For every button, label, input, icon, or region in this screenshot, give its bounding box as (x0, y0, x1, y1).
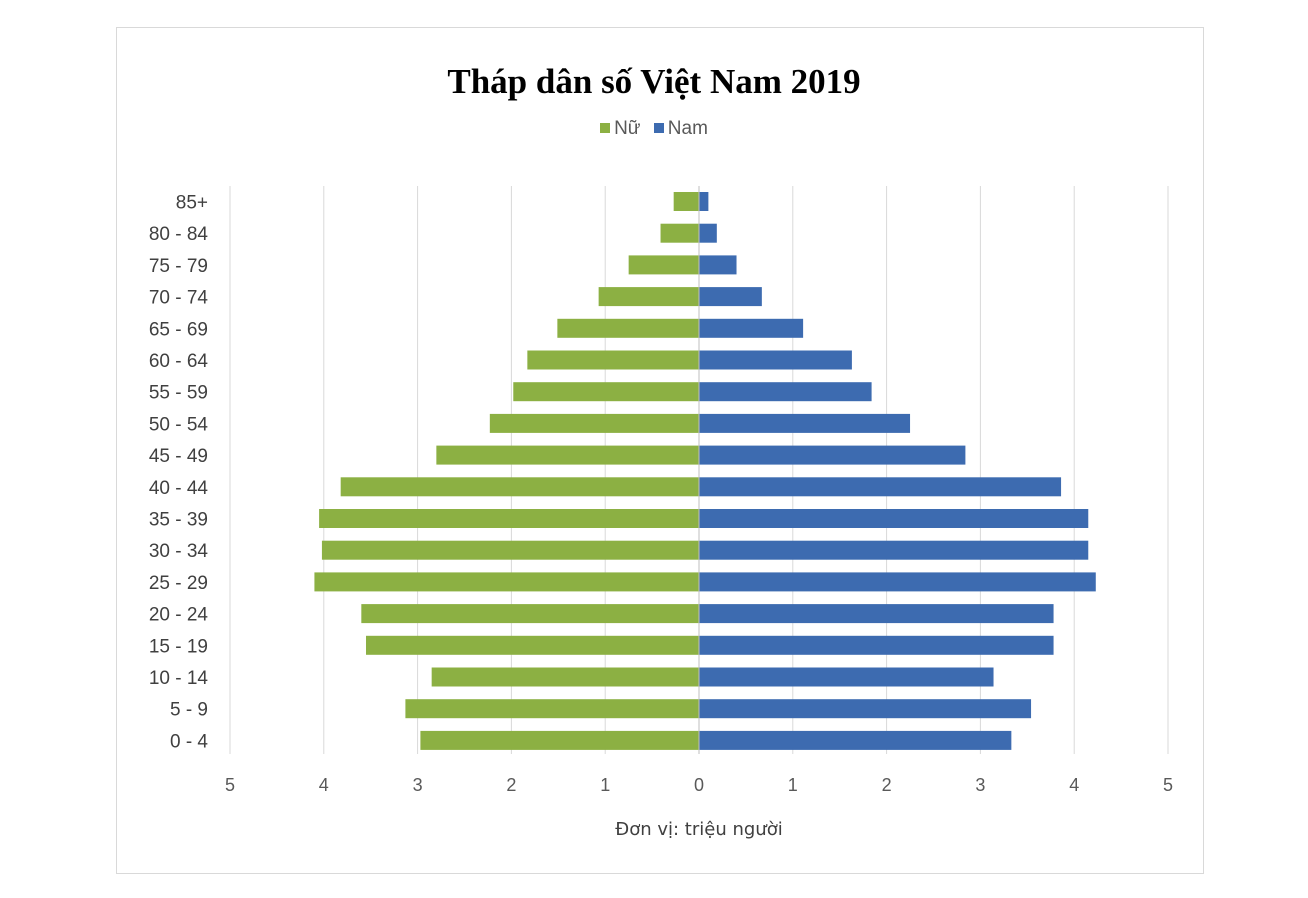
bar-male-7 (699, 509, 1089, 528)
tick-label-7: 2 (882, 775, 892, 795)
category-label-17: 85+ (176, 193, 208, 214)
bar-male-6 (699, 540, 1089, 560)
bar-female-6 (321, 540, 699, 560)
category-label-10: 50 - 54 (149, 414, 209, 435)
chart-legend: Nữ Nam (0, 118, 1308, 140)
category-label-7: 35 - 39 (149, 510, 208, 531)
tick-label-3: 2 (506, 775, 516, 795)
bar-female-9 (436, 445, 699, 465)
bar-male-14 (699, 287, 762, 307)
category-label-11: 55 - 59 (149, 383, 208, 404)
category-label-3: 15 - 19 (149, 636, 208, 657)
tick-label-8: 3 (975, 775, 985, 795)
bar-male-11 (699, 382, 872, 402)
bar-male-5 (699, 572, 1096, 592)
bar-female-15 (628, 255, 699, 275)
bar-female-8 (340, 477, 699, 497)
category-label-1: 5 - 9 (170, 700, 208, 721)
bar-female-17 (673, 192, 699, 211)
bar-female-4 (361, 604, 699, 624)
bar-female-5 (314, 572, 699, 592)
category-label-16: 80 - 84 (149, 224, 209, 245)
bar-male-17 (699, 192, 709, 211)
bar-male-1 (699, 699, 1032, 719)
bar-male-16 (699, 223, 717, 243)
legend-label-male: Nam (667, 118, 708, 139)
legend-label-female: Nữ (614, 118, 641, 139)
category-label-0: 0 - 4 (170, 731, 208, 752)
legend-swatch-female (600, 123, 611, 133)
bar-female-14 (598, 287, 699, 307)
bar-female-12 (527, 350, 699, 370)
bar-female-11 (513, 382, 699, 402)
bar-female-2 (431, 667, 699, 687)
bar-female-13 (557, 318, 699, 338)
bar-female-7 (319, 509, 699, 528)
category-label-8: 40 - 44 (149, 478, 209, 499)
category-label-15: 75 - 79 (149, 256, 208, 277)
bar-male-2 (699, 667, 994, 687)
bar-male-13 (699, 318, 804, 338)
category-label-12: 60 - 64 (149, 351, 209, 372)
legend-item-male: Nam (653, 118, 708, 140)
category-label-5: 25 - 29 (149, 573, 208, 594)
bar-female-0 (420, 730, 699, 750)
tick-label-5: 0 (694, 775, 704, 795)
tick-label-10: 5 (1163, 775, 1173, 795)
tick-label-2: 3 (413, 775, 423, 795)
bar-female-10 (489, 413, 699, 433)
bar-male-0 (699, 730, 1012, 750)
bar-male-15 (699, 255, 737, 275)
category-label-2: 10 - 14 (149, 668, 209, 689)
tick-label-1: 4 (319, 775, 329, 795)
legend-swatch-male (653, 123, 664, 133)
bar-female-16 (660, 223, 699, 243)
tick-label-6: 1 (788, 775, 798, 795)
tick-label-0: 5 (225, 775, 235, 795)
bar-male-4 (699, 604, 1054, 624)
legend-item-female: Nữ (600, 118, 641, 140)
tick-label-9: 4 (1069, 775, 1079, 795)
bar-male-8 (699, 477, 1062, 497)
bar-male-3 (699, 635, 1054, 655)
bar-female-1 (405, 699, 699, 719)
category-label-13: 65 - 69 (149, 319, 208, 340)
bar-male-10 (699, 413, 911, 433)
category-label-14: 70 - 74 (149, 288, 209, 309)
bar-male-9 (699, 445, 966, 465)
chart-title: Tháp dân số Việt Nam 2019 (447, 62, 861, 101)
category-label-6: 30 - 34 (149, 541, 209, 562)
bar-male-12 (699, 350, 852, 370)
bar-female-3 (366, 635, 699, 655)
x-axis-label: Đơn vị: triệu người (615, 819, 782, 840)
category-label-4: 20 - 24 (149, 605, 209, 626)
category-label-9: 45 - 49 (149, 446, 208, 467)
tick-label-4: 1 (600, 775, 610, 795)
